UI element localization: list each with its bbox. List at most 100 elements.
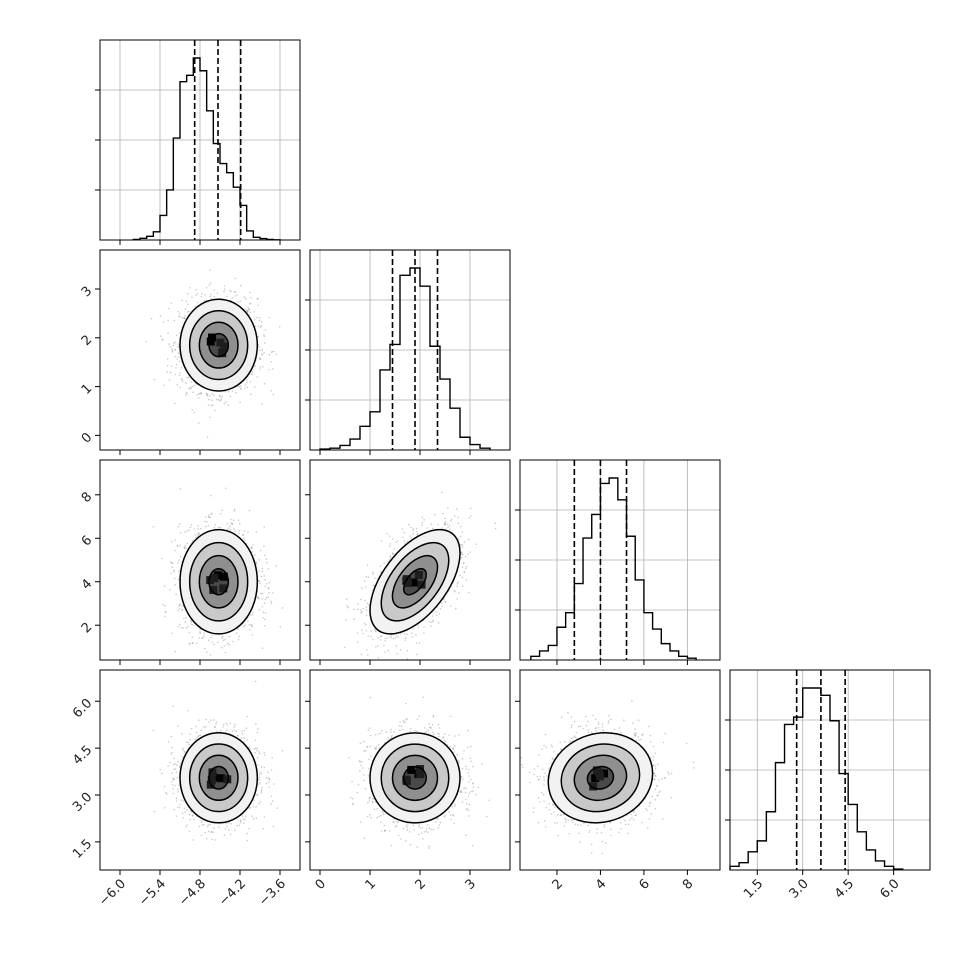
scatter-point [412, 533, 414, 535]
scatter-point [168, 379, 171, 381]
scatter-point [229, 289, 231, 292]
scatter-point [207, 524, 210, 527]
scatter-point [179, 555, 182, 558]
scatter-point [173, 319, 176, 322]
hist-panel-3-frame [519, 459, 721, 661]
scatter-point [226, 643, 228, 646]
scatter-point [252, 544, 254, 546]
scatter-point [203, 632, 205, 635]
scatter-point [181, 378, 183, 380]
scatter-point [245, 297, 247, 300]
scatter-point [167, 332, 169, 334]
scatter-point [439, 608, 442, 610]
scatter-point [265, 596, 268, 599]
scatter-point [259, 358, 261, 361]
scatter-point [467, 553, 469, 555]
scatter-point [404, 639, 407, 641]
scatter-point [396, 653, 398, 655]
scatter-point [193, 384, 196, 387]
scatter-point [198, 422, 200, 424]
scatter-point [270, 602, 273, 604]
scatter-point [171, 540, 173, 543]
scatter-point [221, 637, 223, 639]
scatter-point [193, 528, 195, 530]
scatter-point [467, 538, 470, 541]
scatter-point [253, 311, 256, 313]
scatter-point [407, 523, 410, 526]
scatter-point [174, 355, 177, 358]
hist-panel-4-xtick-label: 3.0 [787, 876, 812, 901]
scatter-point [177, 525, 180, 528]
density-panel-3-1-ytick-label: 4 [79, 576, 95, 592]
scatter-point [187, 303, 189, 306]
scatter-point [223, 290, 225, 293]
scatter-point [185, 394, 187, 396]
scatter-point [177, 578, 180, 581]
scatter-point [247, 306, 249, 309]
scatter-point [417, 624, 420, 627]
scatter-point [219, 399, 221, 402]
scatter-point [250, 623, 252, 626]
scatter-point [198, 532, 200, 534]
scatter-point [229, 529, 231, 531]
scatter-point [191, 409, 193, 411]
scatter-point [201, 637, 203, 640]
scatter-point [357, 603, 359, 605]
scatter-point [174, 348, 176, 351]
scatter-point [228, 644, 231, 646]
scatter-point [209, 295, 211, 298]
scatter-point [386, 637, 389, 639]
scatter-point [273, 350, 275, 353]
scatter-point [412, 527, 415, 530]
scatter-point [216, 292, 219, 295]
density-panel-2-1-ytick-label: 2 [79, 333, 95, 349]
scatter-point [178, 523, 181, 525]
scatter-point [166, 358, 169, 360]
scatter-point [210, 282, 212, 284]
scatter-point [248, 308, 250, 311]
scatter-point [259, 366, 261, 368]
scatter-point [251, 634, 254, 636]
scatter-point [217, 399, 220, 401]
scatter-point [188, 529, 190, 531]
scatter-point [181, 316, 183, 319]
scatter-point [184, 547, 187, 549]
scatter-point [377, 637, 379, 639]
scatter-point [178, 360, 181, 363]
scatter-point [180, 627, 182, 629]
scatter-point [263, 602, 266, 604]
scatter-point [166, 365, 169, 367]
scatter-point [169, 371, 172, 374]
scatter-point [181, 608, 184, 611]
scatter-point [243, 624, 246, 626]
scatter-point [179, 532, 182, 534]
scatter-point [170, 365, 173, 367]
scatter-point [363, 622, 366, 625]
scatter-point [219, 395, 221, 398]
scatter-point [179, 488, 182, 490]
hist-panel-4-xtick-label: 6.0 [877, 876, 902, 901]
scatter-point [268, 368, 270, 371]
scatter-point [262, 611, 264, 613]
scatter-point [179, 603, 182, 605]
scatter-point [166, 371, 169, 373]
scatter-point [174, 539, 176, 541]
scatter-point [465, 565, 468, 568]
scatter-point [347, 606, 349, 609]
scatter-point [261, 348, 264, 351]
scatter-point [186, 530, 189, 532]
scatter-point [406, 633, 408, 636]
scatter-point [190, 524, 193, 526]
scatter-point [248, 308, 251, 311]
scatter-point [179, 623, 181, 626]
scatter-point [182, 627, 184, 629]
scatter-point [204, 294, 206, 296]
scatter-point [275, 565, 278, 567]
scatter-point [209, 416, 211, 418]
scatter-point [221, 635, 224, 638]
scatter-point [258, 346, 260, 348]
scatter-point [251, 371, 254, 373]
scatter-point [209, 395, 211, 397]
scatter-point [384, 651, 386, 653]
scatter-point [260, 575, 263, 578]
